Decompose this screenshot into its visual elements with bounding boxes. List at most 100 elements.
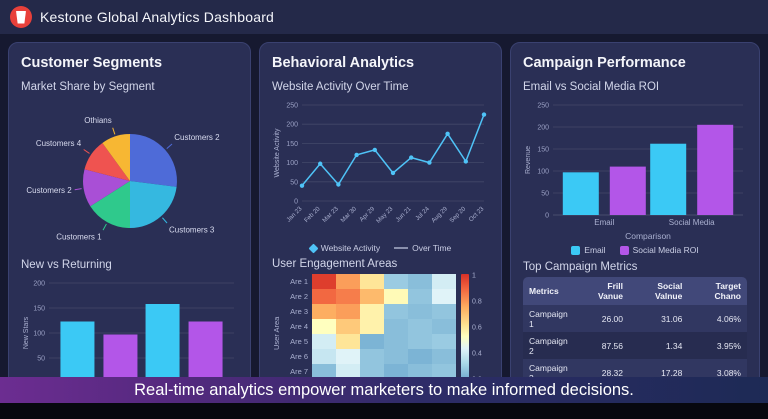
table-row: Campaign 1 26.00 31.06 4.06%: [523, 305, 747, 332]
heatmap-row-label: Are 5: [290, 337, 308, 346]
colorbar-tick: 0.4: [472, 350, 482, 358]
svg-text:Aug 29: Aug 29: [430, 205, 449, 224]
heatmap-row-label: Are 7: [290, 367, 308, 376]
heatmap-cell: [312, 304, 336, 319]
diamond-marker-icon: [308, 243, 319, 253]
heatmap-cell: [408, 334, 432, 349]
svg-text:100: 100: [537, 169, 549, 176]
heatmap-cell: [432, 349, 456, 364]
svg-text:Social Media: Social Media: [669, 218, 715, 227]
heatmap-row-label: Are 2: [290, 292, 308, 301]
heatmap-cell: [336, 289, 360, 304]
legend-over-time[interactable]: Over Time: [394, 243, 451, 253]
heatmap-cell: [432, 304, 456, 319]
svg-text:0: 0: [545, 213, 549, 220]
table-cell: 1.34: [629, 332, 689, 359]
heatmap-cell: [408, 274, 432, 289]
heatmap-title: User Engagement Areas: [272, 258, 398, 270]
legend-website-activity[interactable]: Website Activity: [308, 243, 380, 253]
heatmap-cell: [384, 364, 408, 379]
metrics-table-title: Top Campaign Metrics: [523, 261, 638, 273]
svg-text:Comparison: Comparison: [625, 231, 671, 241]
svg-text:0: 0: [294, 199, 298, 206]
heatmap-colorbar-ticks: 10.80.60.40.2: [472, 272, 488, 394]
website-activity-line-chart: 0 50 100 150 200 250 Website Activity Jan 23 Feb…: [272, 97, 489, 241]
heatmap-colorbar: [461, 274, 469, 394]
heatmap-cell: [408, 364, 432, 379]
pie-chart-title: Market Share by Segment: [21, 81, 155, 93]
svg-text:Customers 1: Customers 1: [56, 233, 102, 242]
heatmap-cell: [336, 349, 360, 364]
heatmap-cell: [336, 364, 360, 379]
table-header-cell: Frill Vanue: [578, 277, 630, 305]
roi-chart-title: Email vs Social Media ROI: [523, 81, 660, 93]
heatmap-cell: [312, 274, 336, 289]
svg-text:150: 150: [537, 147, 549, 154]
app-title: Kestone Global Analytics Dashboard: [40, 9, 275, 25]
heatmap-cell: [360, 349, 384, 364]
heatmap-row-label: Are 6: [290, 352, 308, 361]
table-header-cell: Social Valnue: [629, 277, 689, 305]
svg-text:Mar 23: Mar 23: [321, 205, 340, 224]
svg-text:Jun 21: Jun 21: [395, 205, 413, 223]
heatmap-cell: [408, 349, 432, 364]
heatmap-cell: [360, 364, 384, 379]
bottom-banner: Real-time analytics empower marketers to…: [0, 377, 768, 403]
legend-email[interactable]: Email: [571, 245, 606, 255]
svg-text:Mar 30: Mar 30: [339, 205, 358, 224]
panel-title: Campaign Performance: [523, 55, 686, 71]
svg-text:Revenue: Revenue: [525, 146, 532, 174]
panel-title: Customer Segments: [21, 55, 163, 71]
svg-text:150: 150: [33, 306, 45, 313]
legend-social-media-roi[interactable]: Social Media ROI: [619, 245, 699, 255]
square-marker-icon: [571, 245, 581, 255]
table-header-cell: Metrics: [523, 277, 579, 305]
svg-text:100: 100: [286, 160, 298, 167]
heatmap-cell: [432, 334, 456, 349]
bottom-strip: [0, 403, 768, 419]
table-cell: Campaign 2: [523, 332, 579, 359]
heatmap-row-label: Are 3: [290, 307, 308, 316]
svg-text:250: 250: [286, 103, 298, 110]
heatmap-cell: [312, 319, 336, 334]
heatmap-cell: [384, 274, 408, 289]
heatmap-cell: [360, 334, 384, 349]
heatmap-cell: [384, 289, 408, 304]
svg-text:Customers 2: Customers 2: [26, 186, 72, 195]
table-cell: 4.06%: [688, 305, 747, 332]
svg-text:Jan 23: Jan 23: [285, 205, 303, 223]
colorbar-tick: 1: [472, 272, 476, 280]
heatmap-cell: [384, 334, 408, 349]
heatmap-cell: [336, 274, 360, 289]
new-vs-returning-bar-chart: 050100150200New StarsNewReturning: [21, 275, 238, 399]
svg-text:Oct 23: Oct 23: [468, 205, 486, 223]
table-header-cell: Target Chano: [688, 277, 747, 305]
market-share-pie-chart: Customers 2 Customers 3 Customers 1 Custome…: [21, 97, 238, 253]
heatmap-cell: [432, 289, 456, 304]
colorbar-tick: 0.6: [472, 324, 482, 332]
panel-behavioral-analytics: Behavioral Analytics Website Activity Ov…: [259, 42, 502, 404]
panel-title: Behavioral Analytics: [272, 55, 415, 71]
heatmap-cell: [312, 364, 336, 379]
line-marker-icon: [394, 247, 409, 249]
heatmap-cell: [312, 334, 336, 349]
svg-text:200: 200: [537, 125, 549, 132]
heatmap-cell: [360, 289, 384, 304]
heatmap-cell: [312, 289, 336, 304]
svg-text:Email: Email: [594, 218, 614, 227]
svg-text:May 23: May 23: [375, 205, 395, 225]
table-cell: 31.06: [629, 305, 689, 332]
heatmap-cell: [408, 319, 432, 334]
heatmap-cell: [384, 349, 408, 364]
heatmap-row-label: Are 4: [290, 322, 308, 331]
app-header: Kestone Global Analytics Dashboard: [0, 0, 768, 34]
heatmap-grid: [312, 274, 456, 394]
svg-text:Customers 2: Customers 2: [174, 133, 220, 142]
heatmap-cell: [432, 364, 456, 379]
colorbar-tick: 0.8: [472, 298, 482, 306]
line-chart-title: Website Activity Over Time: [272, 81, 409, 93]
square-marker-icon: [619, 245, 629, 255]
heatmap-cell: [384, 304, 408, 319]
svg-text:Website Activity: Website Activity: [274, 128, 281, 177]
svg-text:50: 50: [37, 356, 45, 363]
